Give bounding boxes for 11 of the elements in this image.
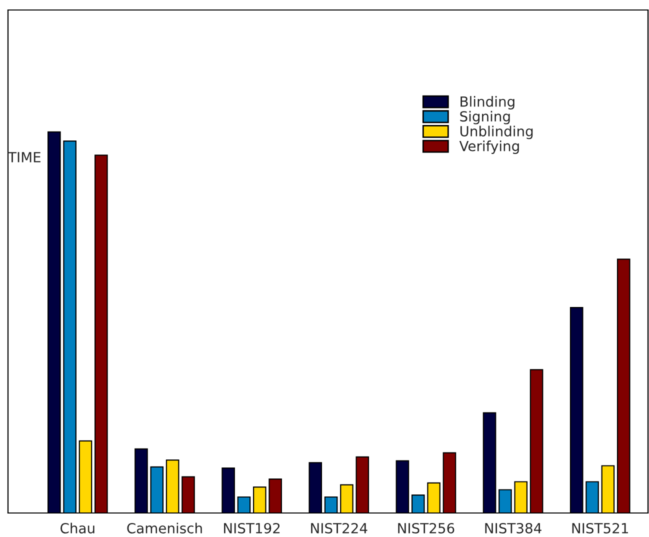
legend-label: Unblinding [460,126,533,140]
x-tick-label: Chau [60,522,94,534]
x-tick-label: NIST224 [311,522,368,534]
legend-label: Blinding [460,96,514,110]
x-tick-label: NIST521 [572,522,628,534]
legend-label: Signing [460,110,510,124]
x-tick-label: Camenisch [127,522,202,534]
x-tick-label: NIST256 [398,522,454,534]
x-tick-label: NIST192 [224,522,280,534]
legend-label: Verifying [459,140,519,154]
x-tick-label: NIST384 [485,522,542,534]
